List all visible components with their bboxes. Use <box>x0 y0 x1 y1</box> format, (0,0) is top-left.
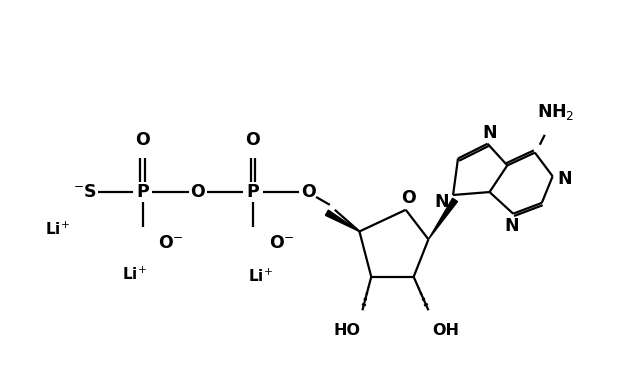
Text: N: N <box>434 193 449 211</box>
Text: Li$^{+}$: Li$^{+}$ <box>122 266 147 284</box>
Text: O: O <box>401 189 416 207</box>
Polygon shape <box>428 198 458 239</box>
Text: P: P <box>246 183 259 201</box>
Polygon shape <box>325 210 360 231</box>
Text: NH$_2$: NH$_2$ <box>537 102 574 122</box>
Text: O$^{-}$: O$^{-}$ <box>269 234 294 252</box>
Text: N: N <box>504 217 518 235</box>
Text: $^{-}$S: $^{-}$S <box>74 183 97 201</box>
Text: O: O <box>190 183 205 201</box>
Text: OH: OH <box>433 322 460 338</box>
Text: HO: HO <box>333 322 360 338</box>
Text: N: N <box>482 124 497 142</box>
Text: N: N <box>557 170 572 188</box>
Text: O: O <box>246 131 260 149</box>
Text: O: O <box>135 131 150 149</box>
Text: P: P <box>136 183 149 201</box>
Text: Li$^{+}$: Li$^{+}$ <box>248 268 273 286</box>
Text: Li$^{+}$: Li$^{+}$ <box>45 221 70 238</box>
Text: O$^{-}$: O$^{-}$ <box>158 234 184 252</box>
Text: O: O <box>301 183 316 201</box>
